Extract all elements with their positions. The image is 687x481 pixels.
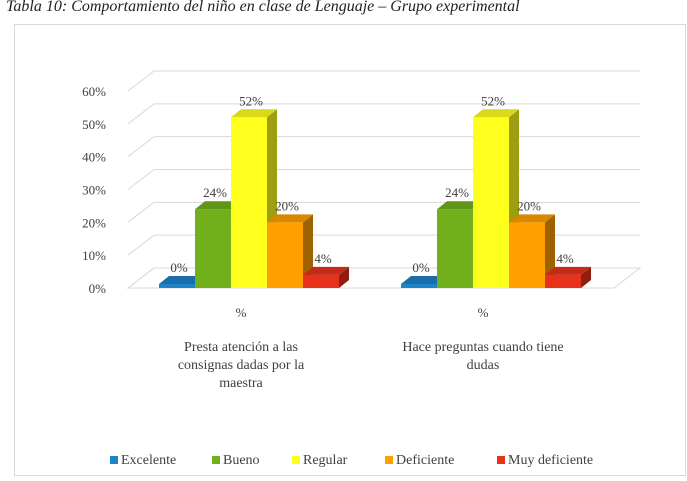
bar-top	[195, 201, 241, 210]
gridline-side	[127, 234, 155, 256]
gridline-side	[127, 169, 155, 190]
category-label: Presta atención a las consignas dadas por…	[178, 340, 305, 391]
category-label-line: maestra	[219, 376, 263, 391]
bar	[545, 274, 581, 288]
bar	[267, 222, 303, 288]
data-label: 20%	[275, 198, 299, 213]
bar-side	[339, 266, 349, 288]
gridline-side	[127, 70, 155, 92]
bar-top	[303, 266, 349, 275]
figure-caption: Tabla 10: Comportamiento del niño en cla…	[6, 0, 520, 15]
bar-top	[231, 109, 277, 118]
bar	[159, 284, 195, 288]
data-label: 4%	[556, 251, 574, 266]
bar	[195, 209, 231, 288]
data-label: 0%	[412, 260, 430, 275]
category-label-line: consignas dadas por la	[178, 358, 305, 373]
gridline-side	[127, 136, 155, 158]
data-label: 4%	[314, 251, 332, 266]
category-unit-label: %	[478, 305, 489, 320]
legend-swatch	[110, 456, 118, 464]
category-label-line: dudas	[467, 358, 500, 373]
bar-top	[159, 276, 205, 284]
bar-top	[473, 109, 519, 118]
category-unit-label: %	[236, 305, 247, 320]
bar-top	[545, 266, 591, 275]
legend-swatch	[497, 456, 505, 464]
category-label: Hace preguntas cuando tiene dudas	[402, 340, 563, 373]
gridline-side	[127, 103, 155, 125]
gridline-side	[127, 201, 155, 223]
bar	[437, 209, 473, 288]
data-label: 52%	[239, 93, 263, 108]
legend-swatch	[212, 456, 220, 464]
legend-swatch	[292, 456, 300, 464]
data-label: 52%	[481, 93, 505, 108]
y-tick-label: 60%	[82, 84, 106, 99]
bar	[473, 117, 509, 289]
bar	[401, 284, 437, 288]
chart-frame	[14, 24, 686, 476]
bar	[231, 117, 267, 289]
legend-label: Regular	[303, 453, 348, 468]
y-tick-label: 40%	[82, 150, 106, 165]
y-tick-label: 30%	[82, 183, 106, 198]
y-tick-label: 0%	[89, 281, 107, 296]
legend-label: Bueno	[223, 453, 260, 468]
legend-swatch	[385, 456, 393, 464]
data-label: 24%	[445, 185, 469, 200]
y-tick-label: 20%	[82, 215, 106, 230]
bar-side	[581, 266, 591, 288]
y-tick-label: 10%	[82, 248, 106, 263]
data-label: 24%	[203, 185, 227, 200]
category-label-line: Presta atención a las	[184, 340, 298, 355]
bar-top	[509, 214, 555, 223]
legend-label: Excelente	[121, 453, 176, 468]
y-tick-label: 50%	[82, 117, 106, 132]
data-label: 0%	[170, 260, 188, 275]
legend-label: Deficiente	[396, 453, 454, 468]
bar	[509, 222, 545, 288]
bar-top	[401, 276, 447, 284]
data-label: 20%	[517, 198, 541, 213]
bar	[303, 274, 339, 288]
bar-top	[437, 201, 483, 210]
bar-top	[267, 214, 313, 223]
category-label-line: Hace preguntas cuando tiene	[402, 340, 563, 355]
legend-label: Muy deficiente	[508, 453, 593, 468]
